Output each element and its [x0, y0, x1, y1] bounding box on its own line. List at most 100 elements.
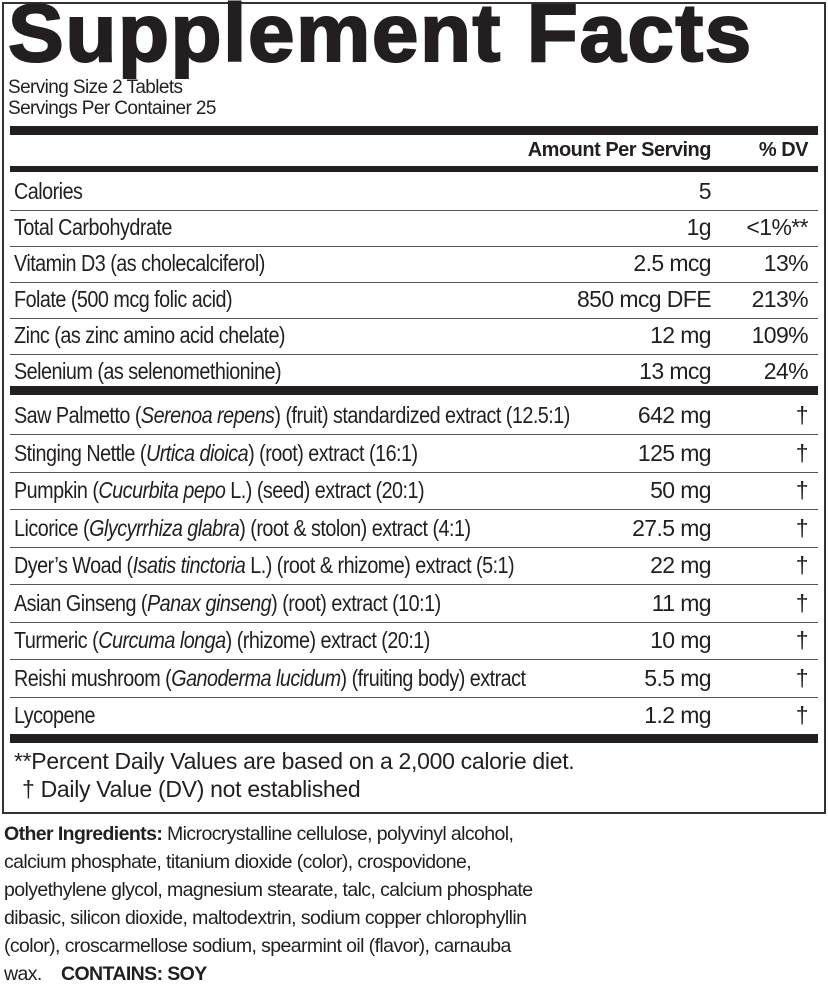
nutrient-dv: <1%** [746, 214, 808, 240]
nutrient-row: Zinc (as zinc amino acid chelate) 12 mg 10… [10, 317, 818, 355]
other-ingredients-label: Other Ingredients: [4, 823, 163, 845]
nutrient-dv: 213% [751, 286, 809, 312]
ingredient-part: ) (rhizome) extract (20:1) [225, 627, 431, 653]
divider-medium [10, 166, 818, 172]
footnote-dv-basis: **Percent Daily Values are based on a 2,… [14, 748, 575, 774]
nutrient-name: Zinc (as zinc amino acid chelate) [14, 322, 286, 348]
ingredient-latin-name: Urtica dioica [145, 439, 249, 466]
ingredient-common-name: Dyer’s Woad ( [14, 552, 133, 578]
nutrient-name: Vitamin D3 (as cholecalciferol) [14, 250, 265, 276]
ingredient-name: Stinging Nettle (Urtica dioica) (root) e… [14, 440, 418, 467]
ingredient-row: Lycopene 1.2 mg † [10, 697, 818, 734]
supplement-facts-panel [2, 2, 826, 814]
other-ingredients-text: Microcrystalline cellulose, polyvinyl al… [4, 823, 533, 985]
ingredient-part: ) (root) extract (10:1) [271, 589, 441, 616]
ingredient-common-name: Asian Ginseng ( [14, 589, 148, 616]
ingredient-row: Turmeric (Curcuma longa) (rhizome) extra… [10, 622, 818, 660]
ingredient-common-name: Licorice ( [14, 514, 90, 541]
ingredient-common-name: Turmeric ( [14, 627, 99, 653]
ingredient-amount: 5.5 mg [644, 664, 711, 691]
ingredient-row: Reishi mushroom (Ganoderma lucidum) (fru… [10, 660, 818, 698]
ingredient-amount: 1.2 mg [644, 702, 711, 728]
ingredient-dv: † [795, 402, 809, 428]
divider-thick [10, 386, 818, 395]
ingredient-dv: † [795, 664, 809, 691]
amount-header: Amount Per Serving [527, 139, 712, 161]
nutrient-name: Total Carbohydrate [14, 214, 172, 240]
divider-thick [10, 126, 818, 135]
ingredient-part: ) (root & stolon) extract (4:1) [239, 514, 471, 541]
ingredient-name: Licorice (Glycyrrhiza glabra) (root & st… [14, 515, 471, 542]
ingredient-latin-name: Glycyrrhiza glabra [89, 514, 240, 541]
ingredient-dv: † [795, 589, 809, 616]
ingredient-amount: 642 mg [637, 402, 712, 428]
ingredient-name: Pumpkin (Cucurbita pepo L.) (seed) extra… [14, 477, 425, 504]
other-ingredients: Other Ingredients: Microcrystalline cell… [4, 820, 564, 988]
ingredient-row: Asian Ginseng (Panax ginseng) (root) ext… [10, 585, 818, 623]
ingredient-amount: 27.5 mg [632, 514, 712, 541]
servings-per-container: Servings Per Container 25 [8, 98, 216, 119]
ingredient-row: Stinging Nettle (Urtica dioica) (root) e… [10, 435, 818, 473]
nutrient-dv: 24% [763, 358, 809, 384]
ingredient-amount: 10 mg [650, 627, 712, 653]
ingredient-part: L.) (root & rhizome) extract (5:1) [245, 552, 515, 578]
ingredient-dv: † [795, 552, 809, 578]
nutrient-row: Calories 5 [10, 173, 818, 211]
nutrient-dv: 13% [763, 250, 809, 276]
ingredient-name: Lycopene [14, 702, 95, 729]
ingredient-dv: † [795, 627, 809, 653]
panel-title: Supplement Facts [7, 0, 753, 79]
ingredient-name: Saw Palmetto (Serenoa repens) (fruit) st… [14, 402, 570, 429]
ingredient-name: Reishi mushroom (Ganoderma lucidum) (fru… [14, 665, 526, 692]
ingredient-amount: 11 mg [651, 589, 712, 616]
ingredient-row: Pumpkin (Cucurbita pepo L.) (seed) extra… [10, 472, 818, 510]
ingredient-part: L.) (seed) extract (20:1) [225, 477, 425, 503]
nutrient-amount: 13 mcg [639, 358, 711, 384]
ingredient-dv: † [795, 477, 809, 503]
serving-size: Serving Size 2 Tablets [8, 77, 183, 98]
ingredient-part: ) (fruiting body) extract [340, 664, 526, 691]
ingredient-amount: 22 mg [650, 552, 712, 578]
ingredient-row: Licorice (Glycyrrhiza glabra) (root & st… [10, 510, 818, 548]
nutrient-amount: 5 [698, 178, 712, 204]
ingredient-latin-name: Isatis tinctoria [132, 552, 246, 578]
ingredient-common-name: Pumpkin ( [14, 477, 99, 503]
nutrient-dv: 109% [751, 322, 809, 348]
ingredient-common-name: Lycopene [14, 702, 95, 728]
nutrient-row: Selenium (as selenomethionine) 13 mcg 24% [10, 353, 818, 390]
nutrient-row: Folate (500 mcg folic acid) 850 mcg DFE 21… [10, 281, 818, 319]
nutrient-row: Vitamin D3 (as cholecalciferol) 2.5 mcg 13… [10, 245, 818, 283]
ingredient-row: Dyer’s Woad (Isatis tinctoria L.) (root … [10, 547, 818, 585]
nutrient-amount: 2.5 mcg [633, 250, 711, 276]
ingredient-amount: 50 mg [650, 477, 712, 503]
ingredient-row: Saw Palmetto (Serenoa repens) (fruit) st… [10, 397, 818, 435]
ingredient-latin-name: Ganoderma lucidum [171, 664, 341, 691]
nutrient-row: Total Carbohydrate 1g <1%** [10, 209, 818, 247]
ingredient-common-name: Stinging Nettle ( [14, 439, 146, 466]
ingredient-common-name: Reishi mushroom ( [14, 664, 172, 691]
ingredient-latin-name: Panax ginseng [146, 589, 272, 616]
ingredient-latin-name: Curcuma longa [98, 627, 226, 653]
ingredient-part: ) (fruit) standardized extract (12.5:1) [274, 402, 570, 428]
divider-thick [10, 734, 818, 743]
nutrient-name: Selenium (as selenomethionine) [14, 358, 282, 384]
nutrient-amount: 1g [686, 214, 712, 240]
nutrient-amount: 12 mg [650, 322, 712, 348]
ingredient-latin-name: Serenoa repens [140, 402, 275, 428]
allergen-statement: CONTAINS: SOY [60, 963, 207, 985]
dv-header: % DV [758, 139, 809, 161]
ingredient-dv: † [795, 439, 809, 466]
ingredient-amount: 125 mg [637, 439, 712, 466]
nutrient-name: Calories [14, 178, 83, 204]
nutrient-name: Folate (500 mcg folic acid) [14, 286, 233, 312]
ingredient-name: Turmeric (Curcuma longa) (rhizome) extra… [14, 627, 430, 654]
nutrient-amount: 850 mcg DFE [576, 286, 712, 312]
ingredient-part: ) (root) extract (16:1) [248, 439, 418, 466]
ingredient-dv: † [795, 514, 809, 541]
footnote-dagger: † Daily Value (DV) not established [22, 776, 361, 802]
ingredient-name: Dyer’s Woad (Isatis tinctoria L.) (root … [14, 552, 515, 579]
ingredient-latin-name: Cucurbita pepo [98, 477, 226, 503]
ingredient-dv: † [795, 702, 809, 728]
ingredient-name: Asian Ginseng (Panax ginseng) (root) ext… [14, 590, 441, 617]
ingredient-common-name: Saw Palmetto ( [14, 402, 141, 428]
